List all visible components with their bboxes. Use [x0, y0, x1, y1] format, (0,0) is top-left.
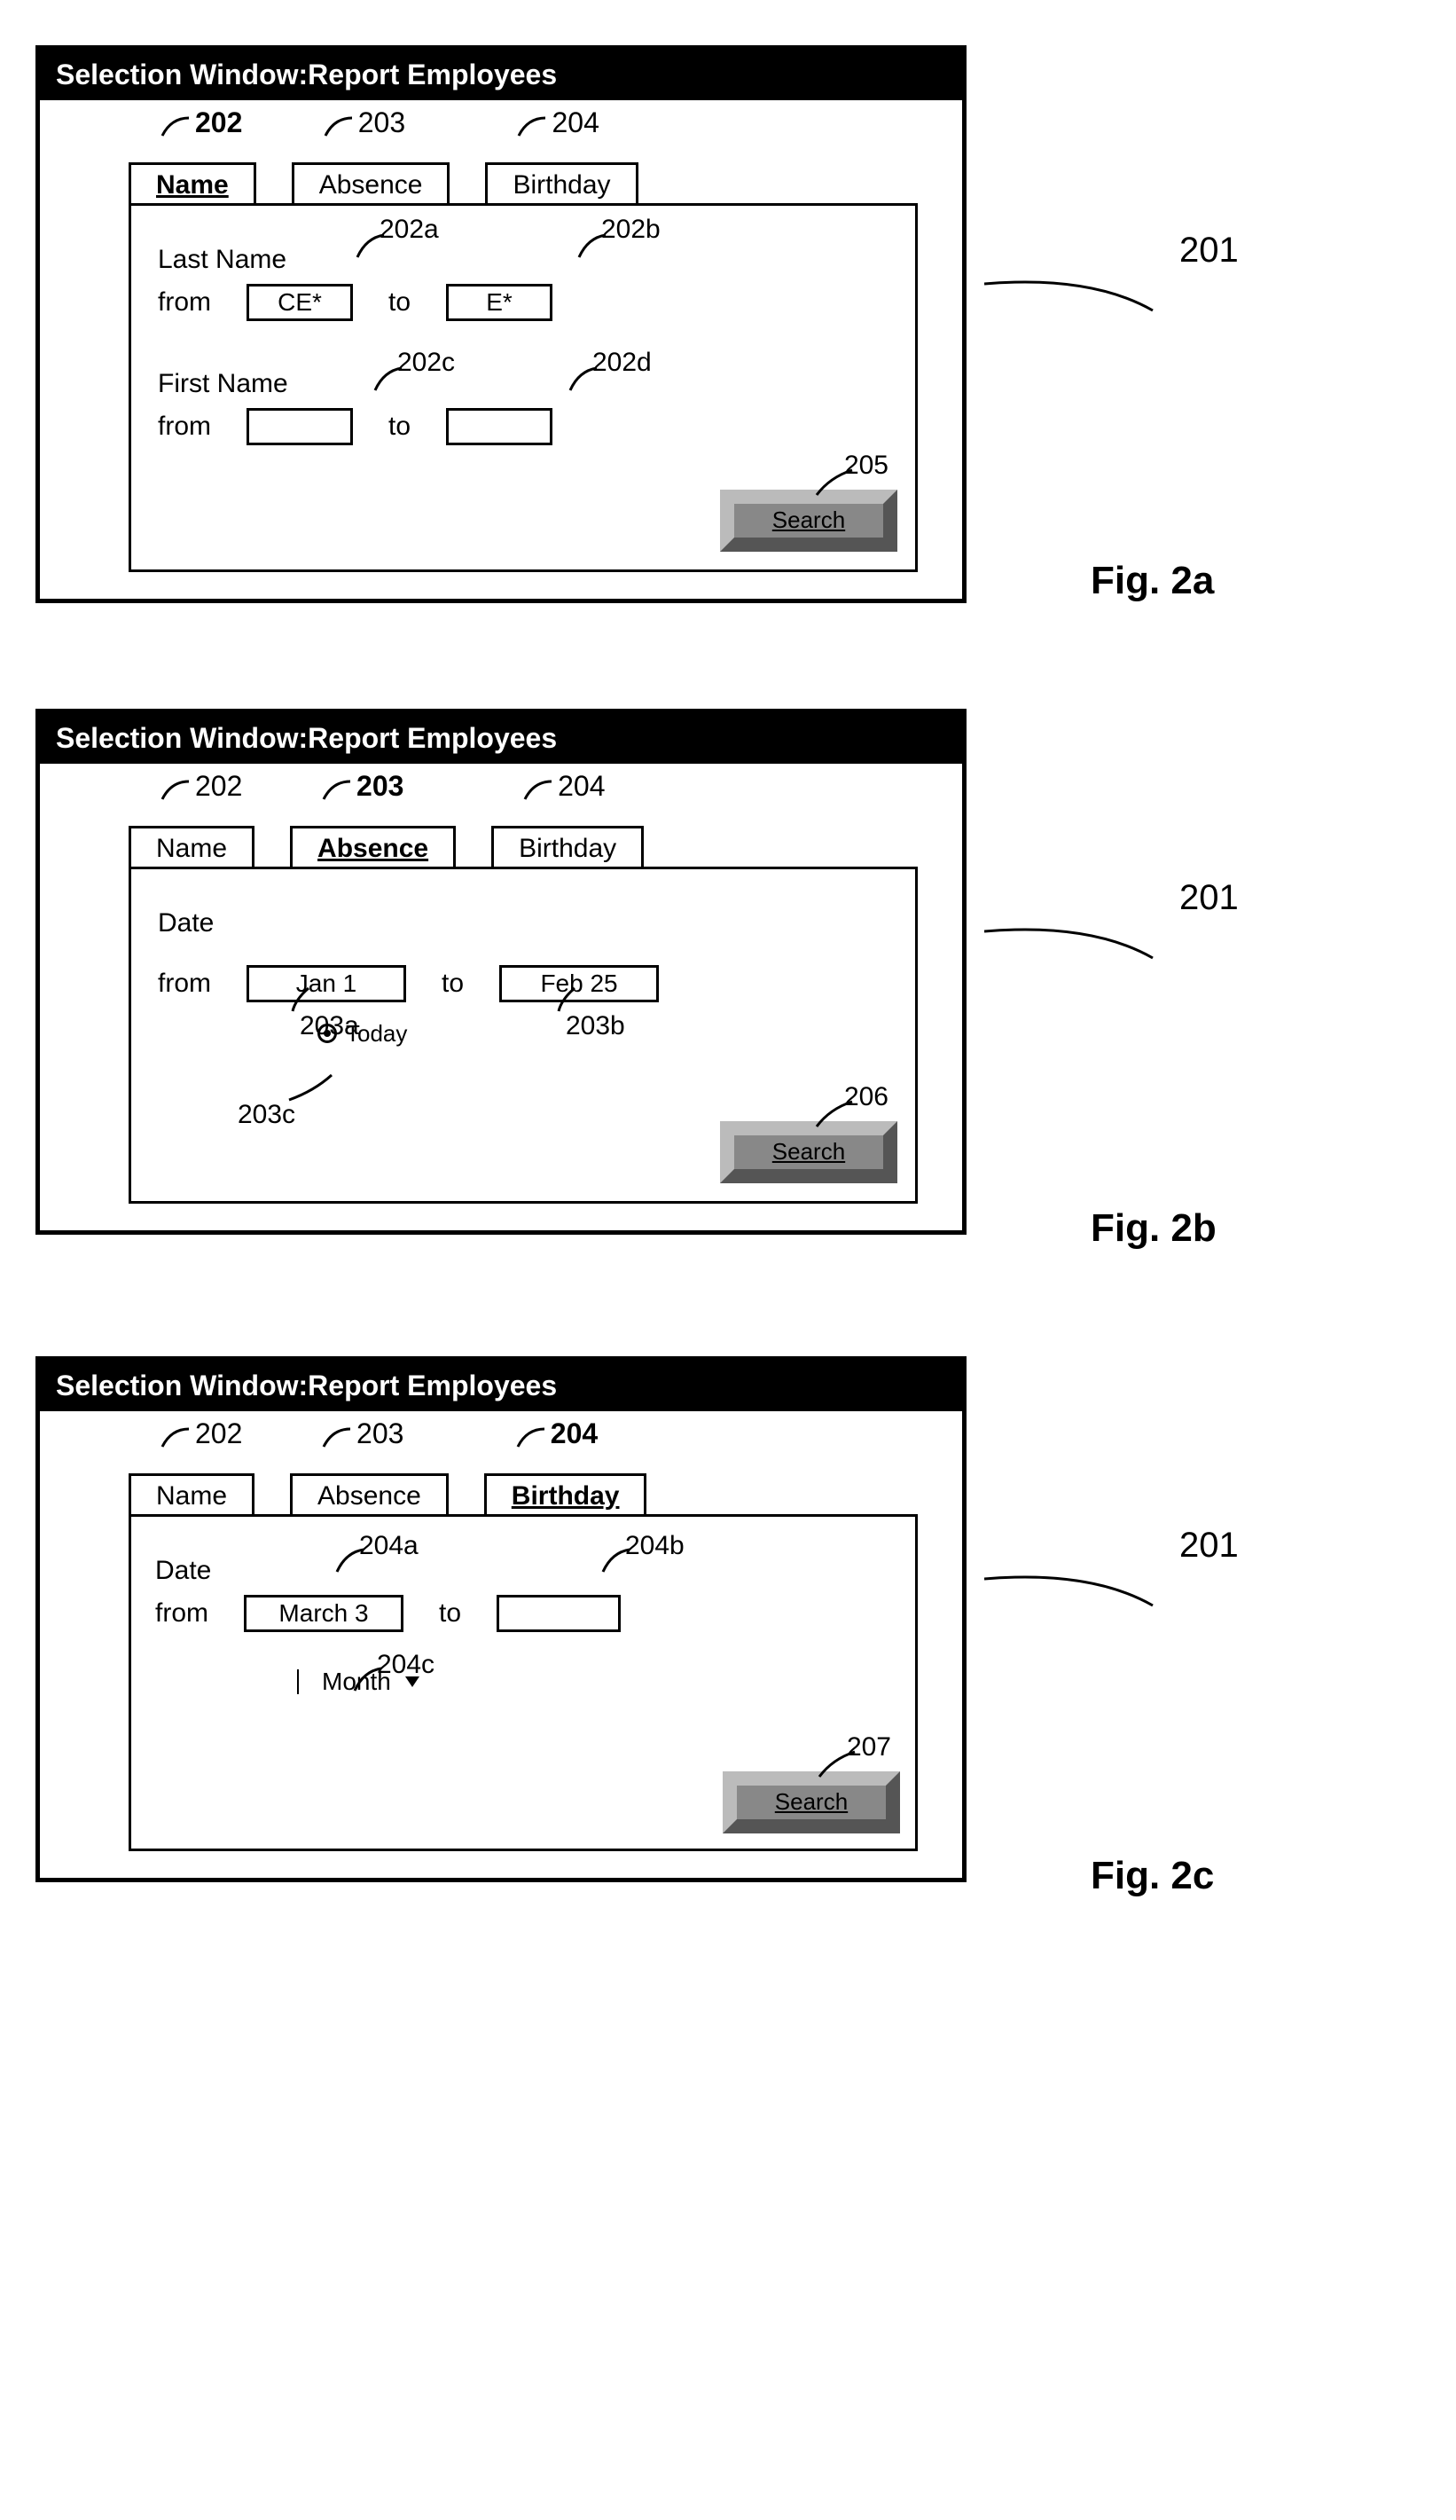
figure-label: Fig. 2b: [1091, 1206, 1217, 1251]
tab-panel-birthday: Date 204a 204b from March 3 to: [129, 1514, 918, 1851]
tab-panel-name: Last Name 202a 202b from CE* to E* First…: [129, 203, 918, 572]
tab-birthday[interactable]: 204 Birthday: [484, 1473, 647, 1517]
tab-name-ref: 202: [195, 106, 242, 139]
date-from-ref: 203a: [300, 1011, 359, 1040]
figure-2a: Selection Window:Report Employees 202 Na…: [35, 35, 1421, 612]
from-label: from: [158, 412, 229, 442]
from-label: from: [155, 1598, 226, 1629]
date-label: Date: [155, 1556, 211, 1586]
tab-panel-absence: Date from Jan 1 to Feb 25 203a 203b: [129, 867, 918, 1204]
tab-name[interactable]: 202 Name: [129, 162, 256, 206]
window-ref: 201: [1179, 231, 1239, 271]
tab-absence[interactable]: 203 Absence: [290, 826, 456, 869]
tab-birthday[interactable]: 204 Birthday: [491, 826, 644, 869]
tab-birthday-ref: 204: [558, 770, 605, 803]
window-ref: 201: [1179, 1526, 1239, 1566]
date-to-field[interactable]: [497, 1595, 621, 1632]
window-titlebar: Selection Window:Report Employees: [40, 713, 962, 764]
window-titlebar: Selection Window:Report Employees: [40, 1361, 962, 1411]
lastname-from-field[interactable]: CE*: [247, 284, 353, 321]
first-name-label: First Name: [158, 369, 288, 399]
tab-name[interactable]: 202 Name: [129, 1473, 254, 1517]
selection-window: Selection Window:Report Employees 202 Na…: [35, 45, 967, 603]
tab-birthday-ref: 204: [551, 1417, 598, 1450]
tab-absence-ref: 203: [356, 770, 403, 803]
search-button[interactable]: Search: [720, 1121, 897, 1183]
to-label: to: [388, 412, 411, 442]
tab-absence-ref: 203: [358, 106, 405, 139]
firstname-from-field[interactable]: [247, 408, 353, 445]
figure-2c: Selection Window:Report Employees 202 Na…: [35, 1331, 1421, 1907]
lastname-to-field[interactable]: E*: [446, 284, 552, 321]
to-label: to: [442, 969, 464, 999]
tab-birthday-ref: 204: [552, 106, 599, 139]
date-from-field[interactable]: March 3: [244, 1595, 403, 1632]
search-button[interactable]: Search: [723, 1771, 900, 1833]
date-label: Date: [158, 908, 888, 938]
figure-2b: Selection Window:Report Employees 202 Na…: [35, 683, 1421, 1260]
from-label: from: [158, 969, 229, 999]
search-button[interactable]: Search: [720, 490, 897, 552]
figure-label: Fig. 2a: [1091, 559, 1214, 603]
figure-label: Fig. 2c: [1091, 1854, 1214, 1898]
tab-absence-ref: 203: [356, 1417, 403, 1450]
tab-strip: 202 Name 203 Absence 204 Birt: [129, 1473, 927, 1517]
window-titlebar: Selection Window:Report Employees: [40, 50, 962, 100]
tab-absence[interactable]: 203 Absence: [292, 162, 450, 206]
tab-strip: 202 Name 203 Absence 204 Birt: [129, 826, 927, 869]
last-name-label: Last Name: [158, 245, 286, 275]
to-label: to: [388, 287, 411, 318]
selection-window: Selection Window:Report Employees 202 Na…: [35, 1356, 967, 1882]
tab-name-ref: 202: [195, 770, 242, 803]
firstname-to-field[interactable]: [446, 408, 552, 445]
tab-name-ref: 202: [195, 1417, 242, 1450]
window-ref: 201: [1179, 878, 1239, 918]
tab-name[interactable]: 202 Name: [129, 826, 254, 869]
tab-birthday[interactable]: 204 Birthday: [485, 162, 638, 206]
from-label: from: [158, 287, 229, 318]
tab-absence[interactable]: 203 Absence: [290, 1473, 449, 1517]
date-to-ref: 203b: [566, 1011, 625, 1040]
tab-strip: 202 Name 203 Absence 204 Birt: [129, 162, 927, 206]
to-label: to: [439, 1598, 461, 1629]
selection-window: Selection Window:Report Employees 202 Na…: [35, 709, 967, 1235]
